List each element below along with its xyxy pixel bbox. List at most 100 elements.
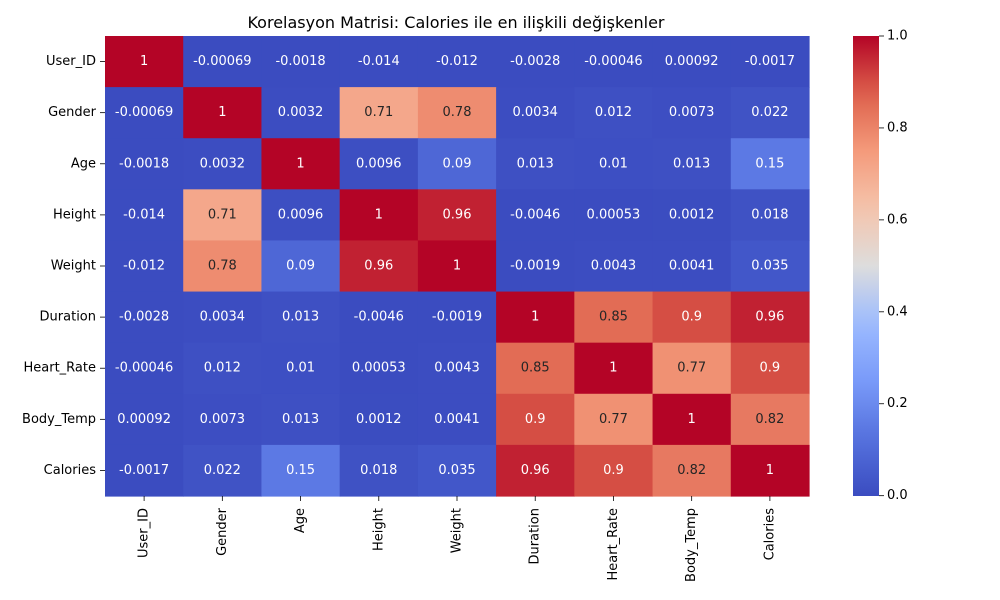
heatmap-cell-Age-User_ID	[105, 138, 184, 190]
cell-label-Age-User_ID: -0.0018	[119, 156, 169, 171]
row-tick-label-Age: Age	[71, 156, 96, 171]
heatmap-cell-Heart_Rate-Heart_Rate	[574, 342, 654, 395]
cell-label-Heart_Rate-Duration: 0.85	[521, 361, 550, 376]
heatmap-cell-Duration-Duration	[496, 291, 575, 344]
row-tick-label-Weight: Weight	[51, 259, 96, 274]
heatmap-cell-Heart_Rate-Age	[261, 342, 341, 395]
heatmap-cell-Duration-Calories	[730, 291, 810, 344]
heatmap-cell-Age-Heart_Rate	[574, 138, 654, 190]
colorbar: 0.0 0.2 0.4 0.6 0.8 1.0	[853, 29, 908, 503]
colorbar-tick-label-4: 0.8	[887, 120, 908, 135]
cell-label-Heart_Rate-Height: 0.00053	[352, 361, 406, 376]
heatmap-cell-Duration-Heart_Rate	[574, 291, 654, 344]
heatmap-cell-User_ID-Calories	[730, 36, 810, 88]
cell-label-Heart_Rate-Body_Temp: 0.77	[677, 361, 706, 376]
heatmap-cell-Height-Weight	[417, 189, 497, 242]
colorbar-tick-label-3: 0.6	[887, 212, 908, 227]
row-tick-label-Heart_Rate: Heart_Rate	[24, 361, 97, 376]
cell-label-Weight-Heart_Rate: 0.0043	[591, 259, 637, 274]
cell-label-Duration-Heart_Rate: 0.85	[599, 310, 628, 325]
heatmap-cell-Age-Duration	[496, 138, 575, 190]
heatmap-cell-Heart_Rate-Height	[339, 342, 419, 395]
cell-label-Calories-Weight: 0.035	[438, 463, 475, 478]
heatmap-cell-Calories-Height	[339, 444, 419, 497]
cell-label-Calories-Gender: 0.022	[204, 463, 241, 478]
heatmap-cell-Height-Heart_Rate	[574, 189, 654, 242]
cell-label-Body_Temp-User_ID: 0.00092	[117, 412, 171, 427]
heatmap-cell-Heart_Rate-Gender	[183, 342, 263, 395]
heatmap-cell-Weight-Duration	[496, 240, 575, 293]
cell-label-Heart_Rate-Weight: 0.0043	[434, 361, 480, 376]
cell-label-User_ID-Duration: -0.0028	[510, 54, 560, 69]
cell-label-Weight-Age: 0.09	[286, 259, 315, 274]
cell-label-Height-Calories: 0.018	[751, 207, 788, 222]
cell-label-User_ID-Calories: -0.0017	[745, 54, 795, 69]
cell-label-Duration-Height: -0.0046	[354, 310, 404, 325]
cell-label-Calories-Calories: 1	[766, 463, 774, 478]
cell-label-Duration-Age: 0.013	[282, 310, 319, 325]
column-tick-label-Calories: Calories	[762, 508, 777, 561]
heatmap-cell-Calories-Duration	[496, 444, 575, 497]
heatmap-cell-User_ID-Gender	[183, 36, 263, 88]
cell-label-Calories-Age: 0.15	[286, 463, 315, 478]
cell-label-Gender-Gender: 1	[218, 105, 226, 120]
heatmap-cell-Weight-Body_Temp	[652, 240, 732, 293]
heatmap-cell-Body_Temp-Age	[261, 393, 341, 446]
heatmap-cell-Heart_Rate-Duration	[496, 342, 575, 395]
heatmap-cell-Weight-Age	[261, 240, 341, 293]
heatmap-cell-Gender-Duration	[496, 87, 575, 139]
cell-label-Duration-Body_Temp: 0.9	[681, 310, 702, 325]
heatmap-cell-Weight-Height	[339, 240, 419, 293]
cell-label-Duration-Duration: 1	[531, 310, 539, 325]
heatmap-cell-Gender-User_ID	[105, 87, 184, 139]
heatmap-cell-Weight-Heart_Rate	[574, 240, 654, 293]
heatmap-cell-Duration-User_ID	[105, 291, 184, 344]
heatmap-cell-Height-Duration	[496, 189, 575, 242]
heatmap-cell-labels: 1 -0.00069 -0.0018 -0.014 -0.012 -0.0028 -0.00…	[115, 54, 795, 478]
cell-label-Weight-Duration: -0.0019	[510, 259, 560, 274]
cell-label-Weight-Weight: 1	[453, 259, 461, 274]
heatmap-cell-Body_Temp-Body_Temp	[652, 393, 732, 446]
cell-label-Weight-Body_Temp: 0.0041	[669, 259, 715, 274]
heatmap-cell-Calories-User_ID	[105, 444, 184, 497]
heatmap-cell-Calories-Weight	[417, 444, 497, 497]
cell-label-Age-Duration: 0.013	[517, 156, 554, 171]
row-tick-label-Height: Height	[53, 207, 96, 222]
cell-label-Body_Temp-Calories: 0.82	[755, 412, 784, 427]
cell-label-Heart_Rate-Gender: 0.012	[204, 361, 241, 376]
heatmap-cell-Height-Height	[339, 189, 419, 242]
cell-label-Gender-Calories: 0.022	[751, 105, 788, 120]
cell-label-Duration-User_ID: -0.0028	[119, 310, 169, 325]
colorbar-tick-label-0: 0.0	[887, 488, 908, 503]
row-tick-label-Body_Temp: Body_Temp	[22, 412, 96, 427]
column-tick-label-Body_Temp: Body_Temp	[684, 508, 699, 582]
heatmap-cell-User_ID-Body_Temp	[652, 36, 732, 88]
heatmap-cell-Body_Temp-Gender	[183, 393, 263, 446]
heatmap-cell-Body_Temp-User_ID	[105, 393, 184, 446]
heatmap-cell-Age-Weight	[417, 138, 497, 190]
heatmap-cell-Calories-Calories	[730, 444, 810, 497]
column-tick-label-Heart_Rate: Heart_Rate	[606, 508, 621, 581]
cell-label-Body_Temp-Duration: 0.9	[525, 412, 546, 427]
cell-label-Age-Age: 1	[296, 156, 304, 171]
heatmap-cell-Heart_Rate-User_ID	[105, 342, 184, 395]
heatmap-cell-Age-Calories	[730, 138, 810, 190]
cell-label-User_ID-Weight: -0.012	[436, 54, 478, 69]
cell-label-Gender-Body_Temp: 0.0073	[669, 105, 715, 120]
heatmap-cell-Age-Body_Temp	[652, 138, 732, 190]
heatmap-cell-Gender-Age	[261, 87, 341, 139]
heatmap-cell-User_ID-Duration	[496, 36, 575, 88]
cell-label-Gender-Age: 0.0032	[278, 105, 324, 120]
heatmap-cell-User_ID-User_ID	[105, 36, 184, 88]
cell-label-Heart_Rate-Calories: 0.9	[760, 361, 781, 376]
heatmap-cell-Height-Calories	[730, 189, 810, 242]
heatmap-cell-Age-Age	[261, 138, 341, 190]
cell-label-User_ID-Gender: -0.00069	[193, 54, 251, 69]
heatmap-cell-Heart_Rate-Calories	[730, 342, 810, 395]
cell-label-User_ID-Heart_Rate: -0.00046	[584, 54, 642, 69]
cell-label-Height-Body_Temp: 0.0012	[669, 207, 715, 222]
cell-label-Calories-Heart_Rate: 0.9	[603, 463, 624, 478]
cell-label-Height-Age: 0.0096	[278, 207, 324, 222]
